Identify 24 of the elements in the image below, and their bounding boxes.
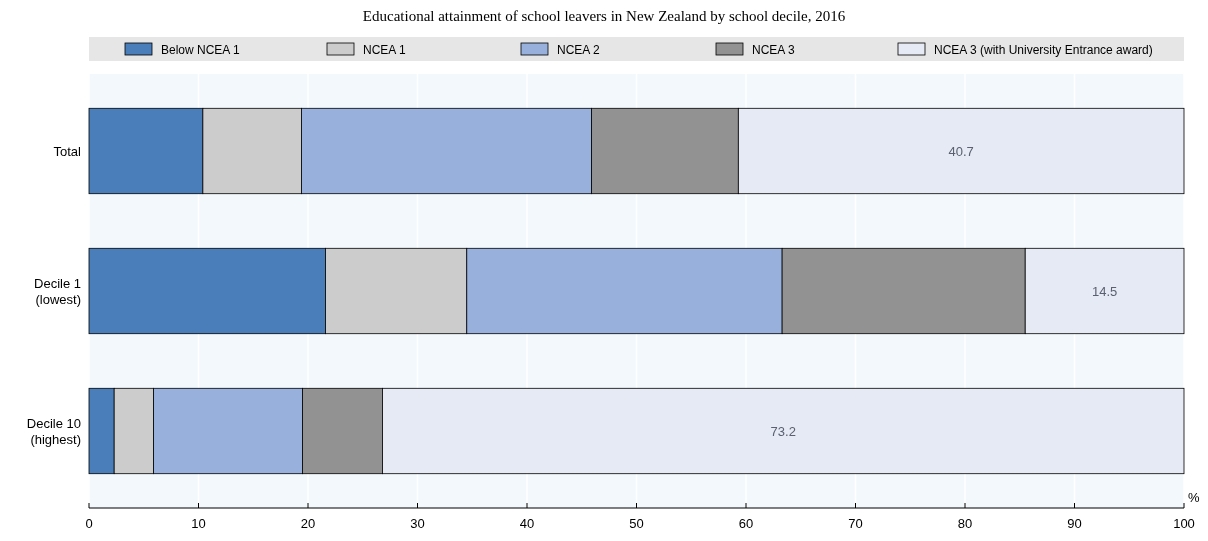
y-tick-label: Total bbox=[53, 144, 82, 159]
legend-label: NCEA 3 bbox=[752, 42, 796, 57]
x-axis-title: % bbox=[1188, 490, 1200, 505]
y-tick-label: Decile 10 (highest) bbox=[26, 416, 81, 447]
chart-title: Educational attainment of school leavers in New Zealand by school decile, 2016 bbox=[362, 8, 846, 24]
x-tick-label: 70 bbox=[848, 516, 863, 531]
data-label: 40.7 bbox=[948, 144, 974, 159]
y-tick-label: Decile 1 (lowest) bbox=[34, 276, 81, 307]
x-tick-label: 90 bbox=[1067, 516, 1082, 531]
x-tick-label: 10 bbox=[191, 516, 206, 531]
x-tick-label: 80 bbox=[957, 516, 973, 531]
x-tick-label: 20 bbox=[300, 516, 316, 531]
x-tick-label: 30 bbox=[410, 516, 425, 531]
legend-label: NCEA 1 bbox=[363, 42, 407, 57]
legend-label: NCEA 2 bbox=[557, 42, 601, 57]
data-label: 14.5 bbox=[1091, 284, 1118, 299]
x-tick-label: 100 bbox=[1173, 516, 1195, 531]
legend-label: NCEA 3 (with University Entrance award) bbox=[934, 42, 1153, 57]
data-label: 73.2 bbox=[770, 424, 796, 439]
x-tick-label: 60 bbox=[738, 516, 754, 531]
legend-label: Below NCEA 1 bbox=[161, 42, 241, 57]
x-tick-label: 40 bbox=[519, 516, 535, 531]
x-tick-label: 0 bbox=[85, 516, 93, 531]
x-tick-label: 50 bbox=[629, 516, 644, 531]
